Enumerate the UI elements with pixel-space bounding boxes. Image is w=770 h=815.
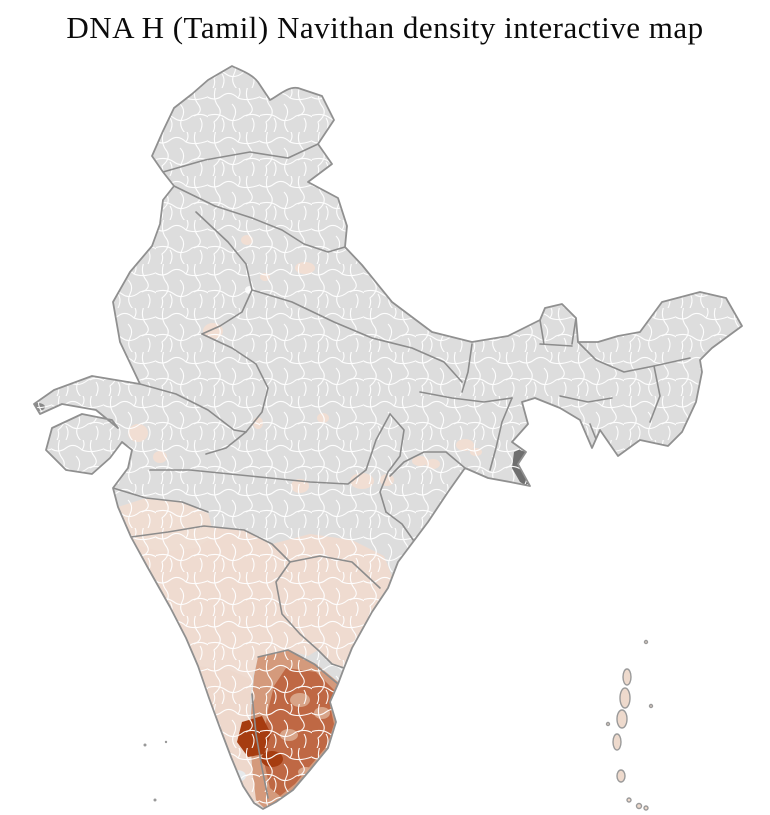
lakshadweep-islands[interactable]: [143, 740, 168, 802]
state-borders: [112, 143, 691, 799]
andaman-nicobar-islands[interactable]: [605, 639, 654, 811]
district-border-mesh: [34, 66, 742, 809]
page-title: DNA H (Tamil) Navithan density interacti…: [66, 10, 704, 45]
